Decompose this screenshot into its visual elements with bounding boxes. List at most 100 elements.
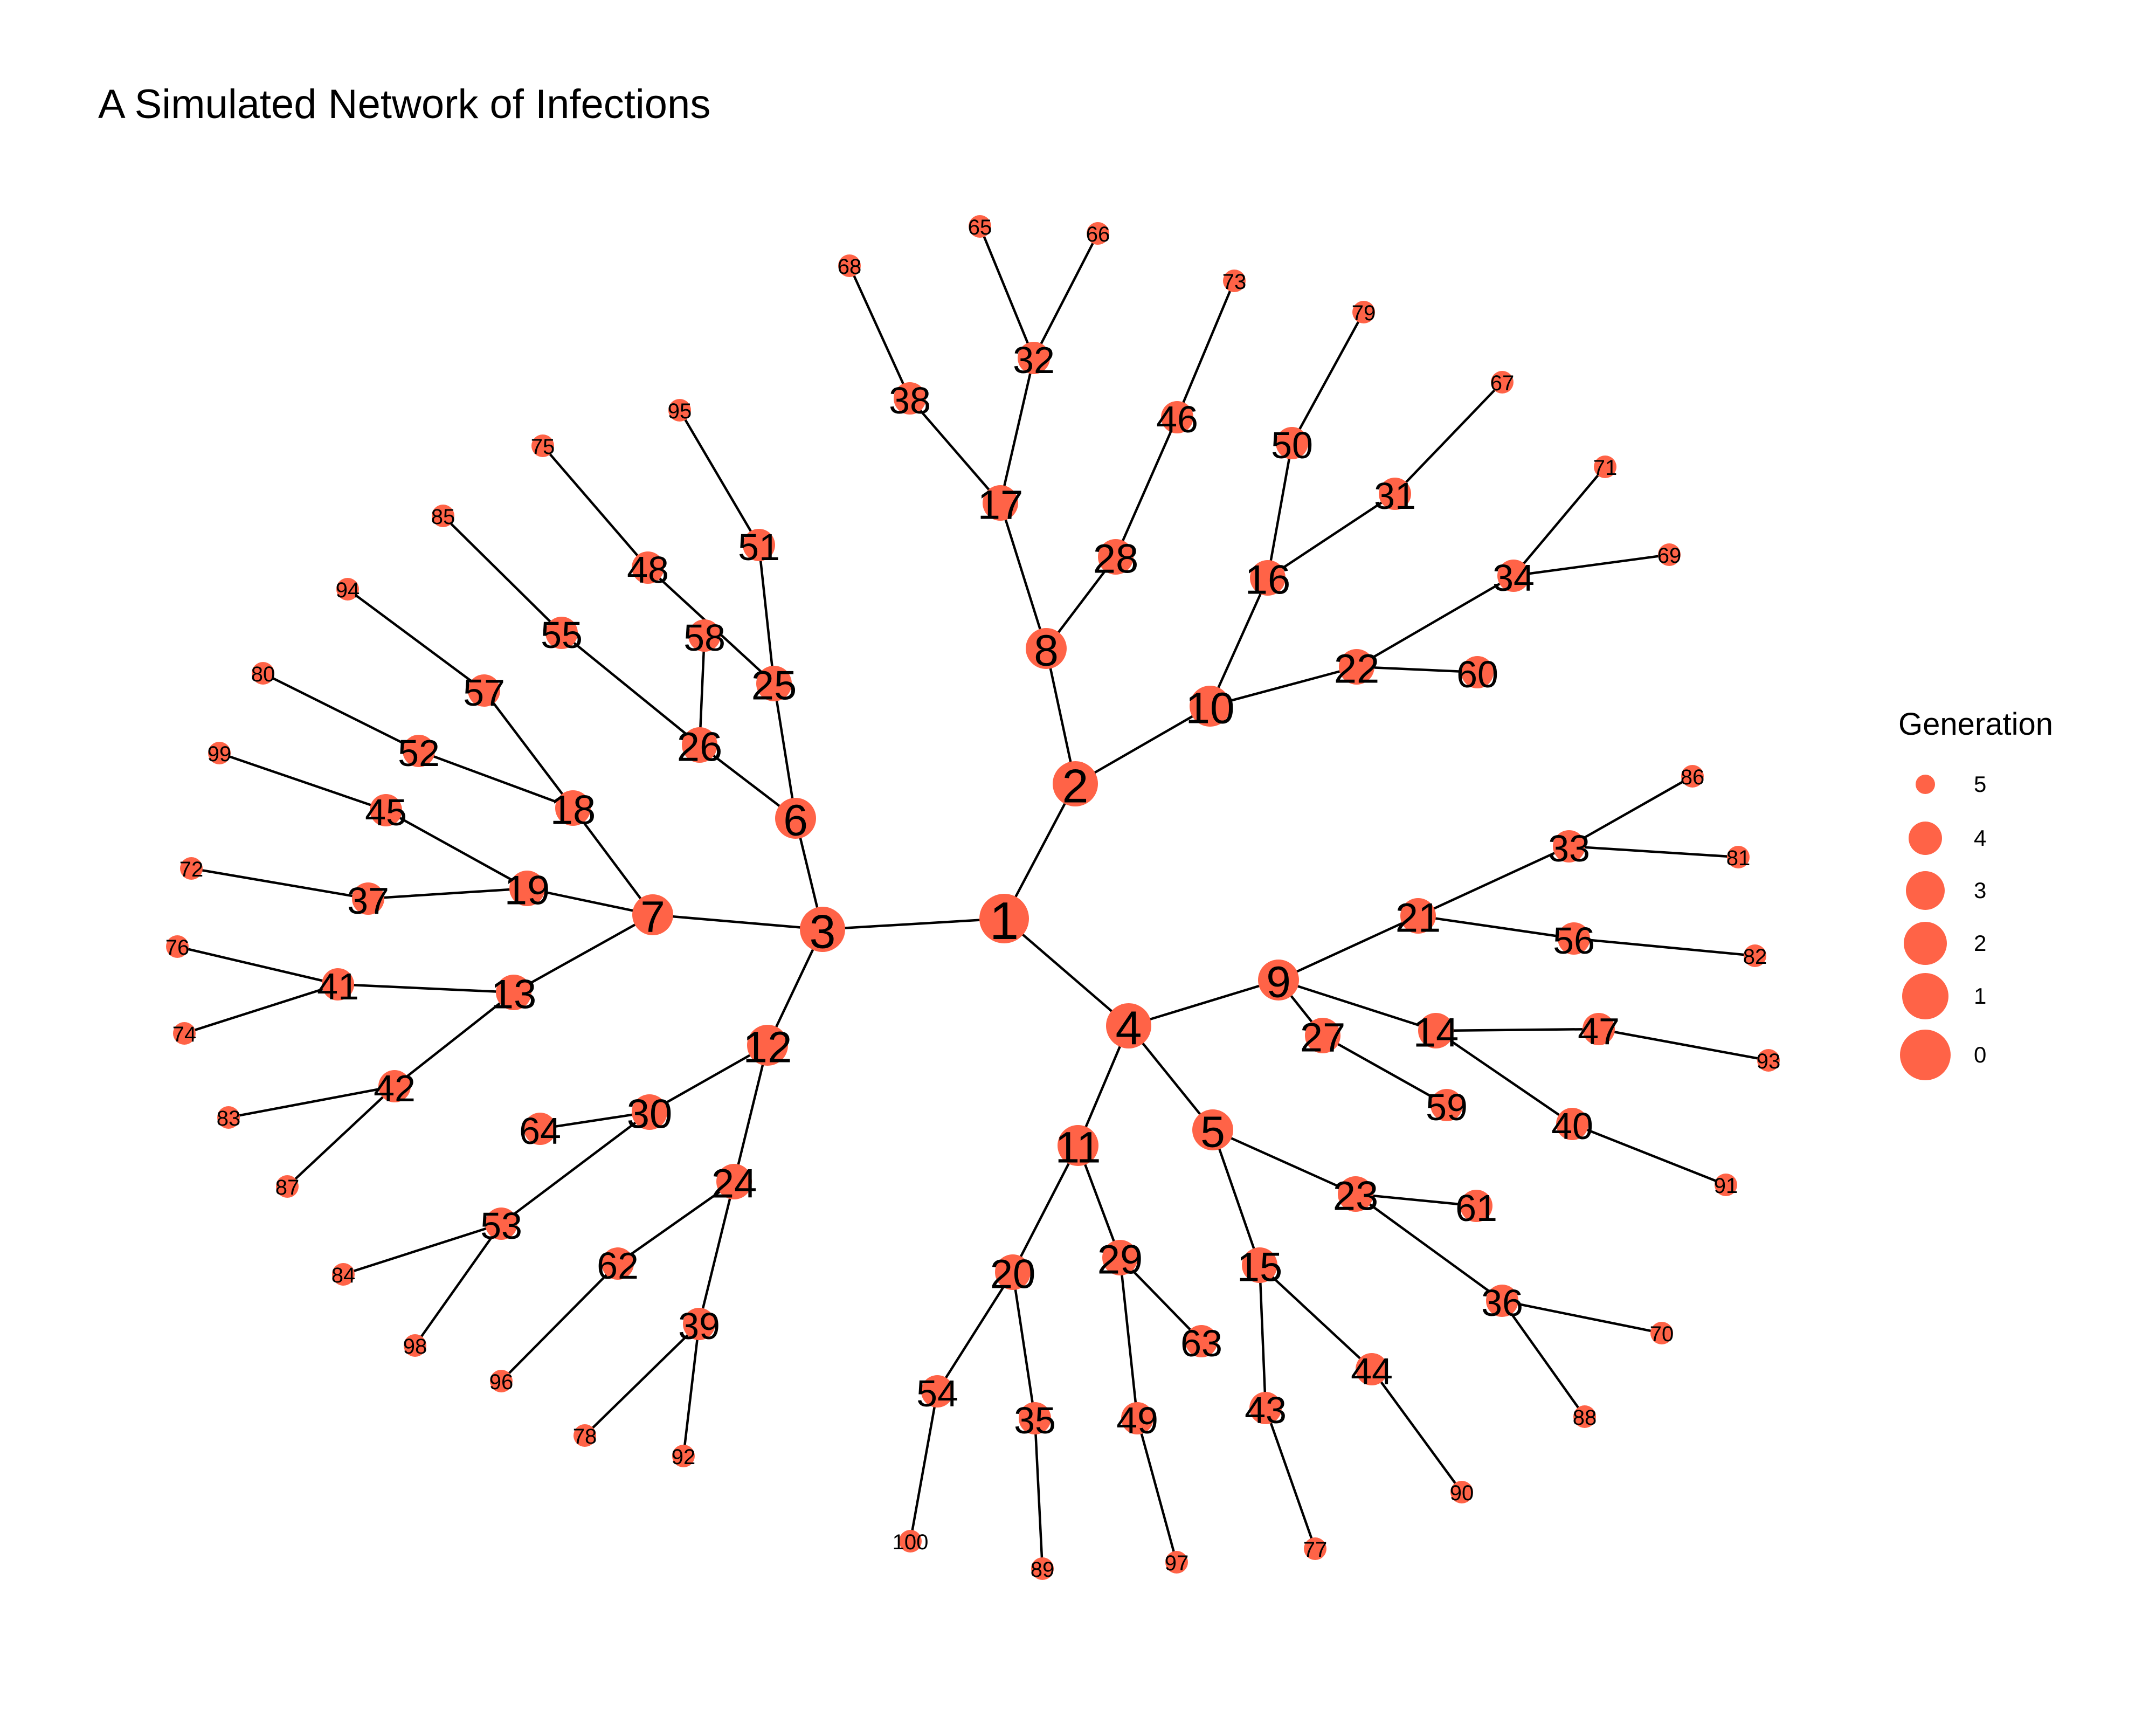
node-40: 40 <box>1551 1105 1593 1147</box>
node-circle-6 <box>775 798 816 839</box>
edge-31-67 <box>1394 381 1503 495</box>
node-circle-30 <box>632 1094 667 1130</box>
node-label-78: 78 <box>573 1425 597 1448</box>
node-83: 83 <box>217 1106 240 1130</box>
node-67: 67 <box>1490 371 1514 395</box>
node-circle-73 <box>1223 270 1246 292</box>
node-label-57: 57 <box>463 672 505 714</box>
node-circle-95 <box>668 399 691 422</box>
node-label-48: 48 <box>627 549 669 591</box>
node-label-54: 54 <box>916 1372 958 1414</box>
node-circle-60 <box>1461 656 1494 688</box>
edge-21-33 <box>1418 845 1570 917</box>
node-49: 49 <box>1116 1399 1158 1441</box>
edge-28-46 <box>1114 417 1179 557</box>
edge-19-45 <box>385 809 528 889</box>
node-label-43: 43 <box>1245 1389 1287 1431</box>
node-label-71: 71 <box>1593 456 1618 480</box>
edge-30-64 <box>540 1110 650 1130</box>
node-88: 88 <box>1573 1405 1597 1430</box>
node-label-39: 39 <box>678 1305 720 1347</box>
node-circle-19 <box>509 871 545 906</box>
node-label-79: 79 <box>1352 301 1376 325</box>
edge-44-90 <box>1371 1368 1463 1493</box>
node-label-51: 51 <box>738 526 780 568</box>
node-label-88: 88 <box>1573 1406 1597 1430</box>
node-label-75: 75 <box>531 435 555 459</box>
node-circle-87 <box>276 1175 299 1198</box>
node-circle-9 <box>1258 960 1299 1000</box>
edge-36-88 <box>1501 1300 1586 1418</box>
node-5: 5 <box>1192 1108 1233 1157</box>
node-label-59: 59 <box>1426 1086 1468 1128</box>
node-75: 75 <box>531 434 555 459</box>
node-circle-12 <box>747 1025 788 1066</box>
node-circle-41 <box>322 968 354 1000</box>
node-87: 87 <box>275 1175 299 1199</box>
node-circle-21 <box>1400 898 1436 934</box>
edge-2-8 <box>1045 648 1077 784</box>
node-82: 82 <box>1743 944 1767 969</box>
node-34: 34 <box>1492 557 1535 599</box>
edge-42-87 <box>286 1085 396 1188</box>
node-circle-49 <box>1121 1402 1153 1434</box>
node-20: 20 <box>990 1252 1036 1298</box>
node-92: 92 <box>672 1445 695 1469</box>
node-circle-66 <box>1087 222 1109 245</box>
node-label-81: 81 <box>1726 846 1751 870</box>
node-circle-5 <box>1192 1109 1233 1150</box>
node-62: 62 <box>597 1245 639 1287</box>
node-39: 39 <box>678 1305 720 1347</box>
chart-title: A Simulated Network of Infections <box>98 81 711 127</box>
edge-22-34 <box>1356 575 1515 668</box>
legend-label-0: 0 <box>1974 1042 1987 1067</box>
node-circle-78 <box>573 1424 596 1447</box>
edge-18-57 <box>483 689 574 809</box>
edge-52-80 <box>262 672 420 753</box>
edges-layer <box>177 226 1769 1569</box>
node-circle-16 <box>1250 560 1286 596</box>
legend-label-4: 4 <box>1974 825 1987 851</box>
node-label-50: 50 <box>1271 424 1313 466</box>
node-label-33: 33 <box>1548 827 1590 870</box>
edge-42-83 <box>228 1085 395 1119</box>
node-circle-45 <box>370 794 402 826</box>
node-13: 13 <box>491 972 537 1018</box>
node-label-100: 100 <box>893 1530 929 1554</box>
edge-13-42 <box>393 991 515 1087</box>
node-23: 23 <box>1333 1174 1379 1219</box>
node-label-66: 66 <box>1086 223 1110 246</box>
edge-46-73 <box>1176 280 1236 418</box>
node-label-29: 29 <box>1097 1237 1143 1283</box>
node-81: 81 <box>1726 846 1751 870</box>
node-48: 48 <box>627 549 669 591</box>
node-circle-22 <box>1339 649 1374 685</box>
node-circle-29 <box>1102 1240 1138 1275</box>
node-circle-40 <box>1556 1108 1588 1140</box>
node-circle-53 <box>485 1208 517 1240</box>
edge-1-2 <box>1003 783 1076 920</box>
node-label-2: 2 <box>1062 760 1089 813</box>
node-55: 55 <box>541 614 583 656</box>
node-circle-32 <box>1018 342 1050 374</box>
node-circle-46 <box>1161 401 1193 433</box>
edge-29-49 <box>1118 1257 1139 1419</box>
node-76: 76 <box>165 935 189 960</box>
node-28: 28 <box>1093 536 1139 582</box>
node-circle-48 <box>632 551 664 584</box>
edge-17-38 <box>909 397 1001 504</box>
node-label-25: 25 <box>751 663 797 709</box>
node-37: 37 <box>347 880 389 922</box>
node-label-64: 64 <box>519 1110 561 1152</box>
node-circle-54 <box>921 1375 953 1407</box>
edge-32-65 <box>978 226 1035 358</box>
node-45: 45 <box>365 791 407 833</box>
node-label-37: 37 <box>347 880 389 922</box>
node-59: 59 <box>1426 1086 1468 1128</box>
node-circle-63 <box>1185 1325 1218 1357</box>
node-circle-74 <box>173 1022 196 1045</box>
legend-swatch-2 <box>1904 922 1947 965</box>
edge-20-35 <box>1011 1272 1036 1419</box>
node-circle-35 <box>1019 1402 1051 1434</box>
